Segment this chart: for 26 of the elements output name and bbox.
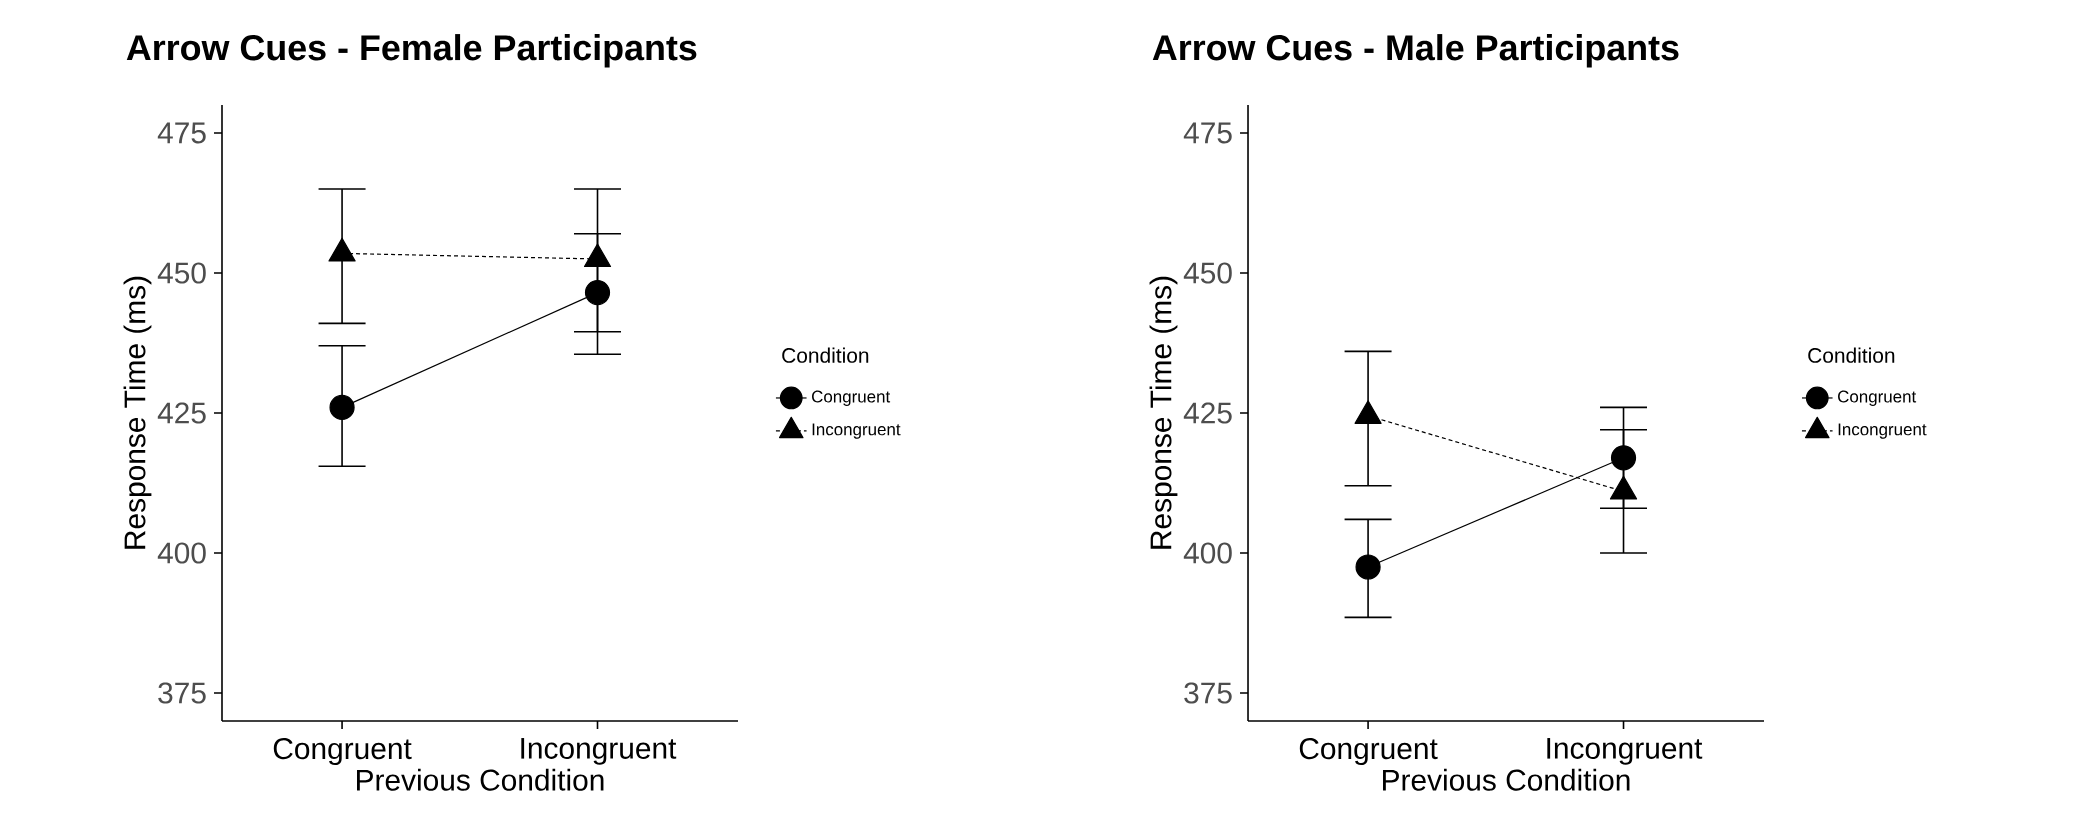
y-axis-title: Response Time (ms) (1149, 276, 1178, 549)
legend-label: Incongruent (1838, 423, 1927, 439)
x-tick-label: Congruent (1299, 738, 1438, 766)
y-tick-label: 475 (1183, 122, 1232, 144)
y-tick-label: 400 (1183, 542, 1232, 564)
y-tick-label: 400 (157, 542, 206, 564)
legend-label: Congruent (1838, 390, 1917, 406)
y-tick-label: 375 (158, 682, 206, 704)
chart-title: Arrow Cues - Female Participants (126, 34, 697, 68)
x-axis-title: Previous Condition (357, 768, 604, 791)
y-axis-title: Response Time (ms) (123, 276, 152, 549)
y-tick-label: 475 (157, 122, 206, 144)
legend-label: Incongruent (812, 423, 901, 439)
y-tick-label: 425 (157, 402, 206, 424)
legend-label: Congruent (812, 390, 891, 406)
y-tick-label: 450 (157, 262, 206, 284)
y-tick-label: 375 (1184, 682, 1232, 704)
y-tick-label: 425 (1183, 402, 1232, 424)
legend-title: Condition (782, 347, 869, 363)
x-tick-label: Incongruent (1547, 738, 1703, 765)
x-tick-label: Incongruent (521, 738, 677, 765)
y-tick-label: 450 (1183, 262, 1232, 284)
x-axis-title: Previous Condition (1383, 768, 1630, 791)
legend-title: Condition (1808, 347, 1895, 363)
x-tick-label: Congruent (273, 738, 412, 766)
chart-title: Arrow Cues - Male Participants (1152, 34, 1679, 68)
